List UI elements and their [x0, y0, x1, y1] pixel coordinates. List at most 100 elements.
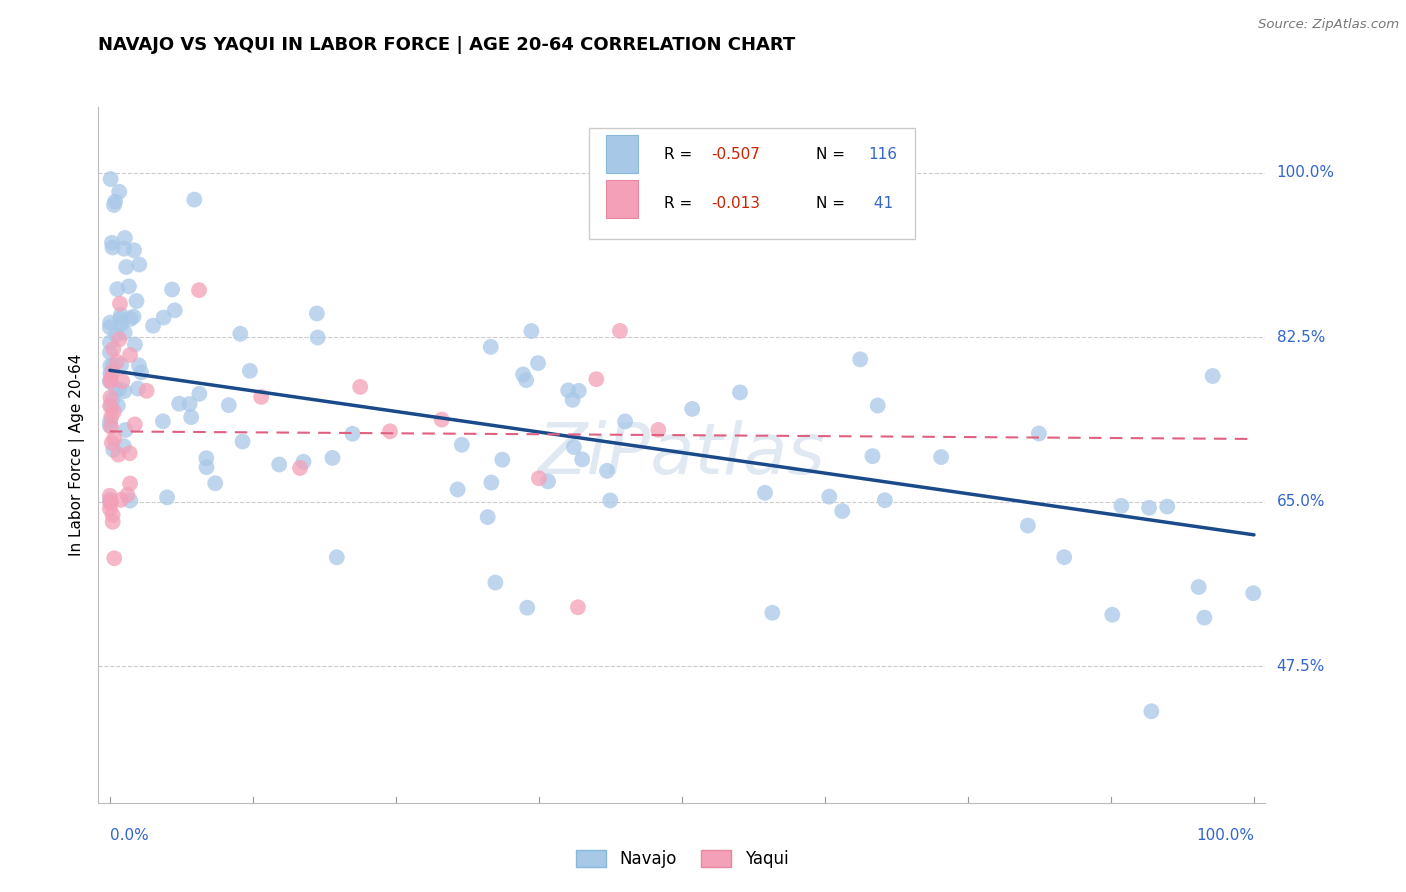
Point [100, 419, 122, 434]
Point [98, 501, 121, 516]
Point [98, 492, 121, 507]
Point [239, 364, 262, 378]
Point [156, 491, 179, 505]
Point [142, 318, 165, 333]
Point [567, 600, 589, 615]
Point [527, 471, 550, 485]
Point [100, 391, 122, 405]
Point [98, 399, 121, 413]
Point [866, 399, 889, 413]
Point [108, 382, 131, 396]
Point [114, 231, 136, 245]
Point [599, 493, 621, 508]
Point [585, 372, 607, 386]
Point [112, 439, 135, 453]
Point [195, 460, 218, 475]
Point [160, 283, 183, 297]
Point [728, 385, 751, 400]
Point [122, 310, 145, 324]
Point [110, 492, 132, 507]
Point [98, 366, 121, 380]
Point [520, 324, 543, 338]
Point [105, 328, 128, 343]
Point [105, 282, 128, 296]
Point [484, 575, 506, 590]
Point [568, 384, 591, 398]
Point [117, 488, 139, 502]
Point [180, 410, 202, 425]
Point [232, 434, 254, 449]
Point [557, 384, 579, 398]
Point [110, 308, 132, 322]
Point [98, 414, 121, 428]
Text: R =: R = [665, 147, 697, 161]
Point [124, 337, 146, 351]
Point [342, 426, 364, 441]
Point [103, 342, 125, 356]
Point [100, 172, 122, 186]
Text: ZiPatlas: ZiPatlas [538, 420, 825, 490]
Point [100, 409, 122, 424]
Point [103, 198, 125, 212]
Point [479, 340, 502, 354]
Bar [606, 180, 637, 219]
Point [98, 489, 121, 503]
Legend: Navajo, Yaqui: Navajo, Yaqui [569, 843, 794, 874]
Point [307, 330, 329, 344]
Point [120, 493, 142, 508]
Point [1111, 499, 1133, 513]
Point [831, 504, 853, 518]
Point [873, 493, 896, 508]
Point [100, 375, 122, 389]
Point [120, 312, 142, 326]
Point [101, 235, 124, 250]
Text: 100.0%: 100.0% [1197, 828, 1254, 843]
Point [562, 440, 585, 454]
Point [110, 317, 132, 331]
Text: N =: N = [815, 147, 851, 161]
Point [183, 193, 205, 207]
Point [118, 279, 141, 293]
Point [103, 442, 125, 457]
Text: NAVAJO VS YAQUI IN LABOR FORCE | AGE 20-64 CORRELATION CHART: NAVAJO VS YAQUI IN LABOR FORCE | AGE 20-… [98, 36, 796, 54]
Point [188, 386, 211, 401]
Point [250, 390, 273, 404]
Point [124, 417, 146, 432]
Point [326, 550, 349, 565]
Point [127, 382, 149, 396]
Point [108, 185, 131, 199]
Point [512, 368, 534, 382]
Point [292, 455, 315, 469]
Point [98, 359, 121, 373]
Point [167, 397, 190, 411]
Point [101, 508, 124, 522]
Point [114, 326, 136, 340]
Point [218, 398, 240, 412]
Text: 0.0%: 0.0% [110, 828, 149, 843]
Point [647, 423, 669, 437]
Point [288, 461, 311, 475]
Point [98, 320, 121, 334]
Point [849, 352, 872, 367]
Point [111, 375, 134, 389]
Point [571, 452, 593, 467]
Point [135, 384, 157, 398]
Point [101, 515, 124, 529]
Point [561, 392, 583, 407]
Text: N =: N = [815, 195, 851, 211]
Text: R =: R = [665, 195, 697, 211]
Point [195, 451, 218, 466]
Point [110, 312, 132, 326]
Point [1156, 500, 1178, 514]
Point [1241, 586, 1264, 600]
Point [929, 450, 952, 464]
Y-axis label: In Labor Force | Age 20-64: In Labor Force | Age 20-64 [69, 354, 84, 556]
Point [1201, 369, 1223, 384]
Point [115, 260, 138, 274]
Point [98, 375, 121, 389]
Point [100, 399, 122, 413]
Point [681, 401, 703, 416]
Text: 47.5%: 47.5% [1277, 659, 1324, 674]
Text: 41: 41 [869, 195, 893, 211]
Point [100, 495, 122, 509]
